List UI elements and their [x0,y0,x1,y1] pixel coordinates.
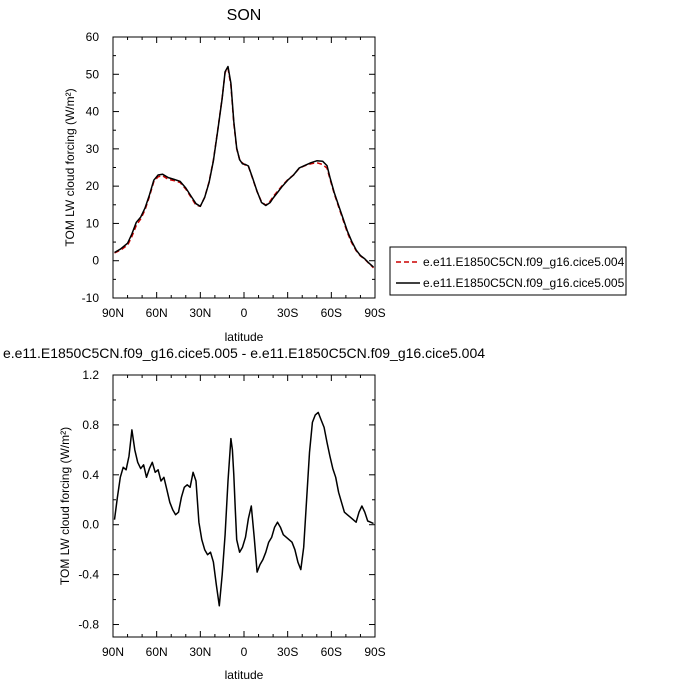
top-chart-series-line-1 [114,67,375,269]
bottom-chart-y-tick-label: 0.0 [82,518,99,532]
top-chart-legend: e.e11.E1850C5CN.f09_g16.cice5.004 e.e11.… [389,246,627,296]
bottom-chart-y-tick-label: -0.8 [78,618,99,632]
top-chart-y-axis-label: TOM LW cloud forcing (W/m²) [63,88,77,246]
top-chart-x-axis-label: latitude [225,330,264,344]
bottom-chart-x-tick-label: 90S [364,645,385,659]
bottom-chart-y-tick-label: 0.8 [82,418,99,432]
bottom-chart-axes: 90N 60N 30N 0 30S 60S 90S -0.8 -0.4 0.0 0.4 0.8 1.2 [78,368,385,659]
legend-label-series-2: e.e11.E1850C5CN.f09_g16.cice5.005 [423,276,625,290]
bottom-chart-plot-frame [112,374,376,638]
bottom-chart-y-tick-label: 0.4 [82,468,99,482]
bottom-chart-series-line-1 [113,411,374,607]
bottom-chart-panel: e.e11.E1850C5CN.f09_g16.cice5.005 - e.e1… [3,345,485,682]
top-chart-x-tick-label: 0 [241,306,248,320]
top-chart-series-layer [114,65,375,269]
top-chart-axes: 90N 60N 30N 0 30S 60S 90S -10 0 10 20 30 40 50 60 [82,30,386,320]
legend-label-series-1: e.e11.E1850C5CN.f09_g16.cice5.004 [423,255,625,269]
top-chart-x-tick-label: 90N [102,306,124,320]
bottom-chart-x-tick-label: 30S [277,645,298,659]
top-chart-x-tick-label: 60S [321,306,342,320]
bottom-chart-y-tick-label: 1.2 [82,368,99,382]
bottom-chart-series-layer [113,411,374,607]
bottom-chart-y-tick-label: -0.4 [78,568,99,582]
top-chart-y-tick-label: 50 [86,67,100,81]
top-chart-x-tick-label: 90S [364,306,385,320]
bottom-chart-y-axis-label: TOM LW cloud forcing (W/m²) [58,427,72,585]
top-chart-plot-frame [112,36,376,299]
bottom-chart-x-tick-label: 60N [146,645,168,659]
top-chart-series-line-2 [114,65,374,268]
top-chart-x-tick-label: 60N [146,306,168,320]
top-chart-y-tick-label: 0 [92,254,99,268]
top-chart-y-tick-label: 20 [86,179,100,193]
legend-box [389,246,627,296]
bottom-chart-x-tick-label: 90N [102,645,124,659]
bottom-chart-x-tick-label: 60S [321,645,342,659]
top-chart-panel: SON 90N 60N 30N 0 30S 60S 90S-100102030405060 … [63,7,627,344]
top-chart-y-tick-label: 40 [86,105,100,119]
top-chart-y-tick-label: 10 [86,216,100,230]
bottom-chart-title: e.e11.E1850C5CN.f09_g16.cice5.005 - e.e1… [3,345,485,361]
top-chart-y-tick-label: -10 [82,291,100,305]
bottom-chart-x-tick-label: 0 [241,645,248,659]
top-chart-x-tick-label: 30N [189,306,211,320]
top-chart-x-tick-label: 30S [277,306,298,320]
top-chart-y-tick-label: 30 [86,142,100,156]
bottom-chart-x-axis-label: latitude [225,668,264,682]
top-chart-title: SON [227,7,262,24]
top-chart-y-tick-label: 60 [86,30,100,44]
bottom-chart-x-tick-label: 30N [189,645,211,659]
